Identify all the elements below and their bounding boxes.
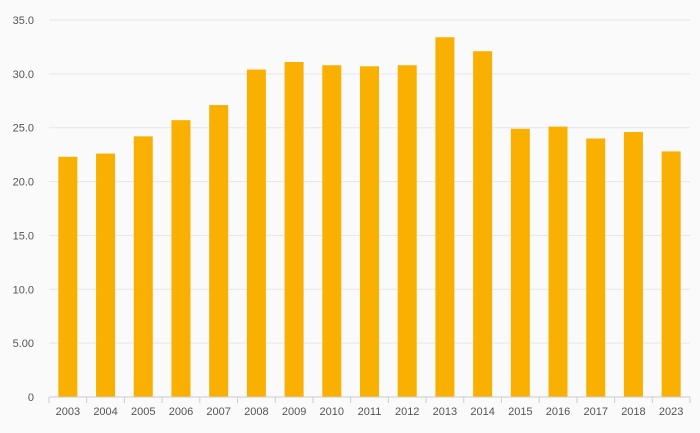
x-tick-label: 2008 [244,406,268,418]
bar-2018 [623,132,643,397]
x-tick-label: 2010 [320,406,344,418]
bar-2014 [473,51,493,397]
x-tick-label: 2015 [508,406,532,418]
x-tick-label: 2012 [395,406,419,418]
x-tick-label: 2023 [659,406,683,418]
y-tick-label: 0 [28,392,34,404]
y-tick-label: 15.0 [13,230,34,242]
y-tick-label: 10.0 [13,284,34,296]
y-tick-label: 25.0 [13,123,34,135]
bar-2013 [435,37,455,398]
y-tick-label: 5.00 [13,338,34,350]
bar-2006 [171,120,191,397]
y-tick-label: 20.0 [13,177,34,189]
bar-2010 [322,65,342,398]
x-tick-label: 2016 [546,406,570,418]
bar-2007 [209,105,229,397]
bar-2005 [133,136,153,397]
x-tick-label: 2011 [358,406,382,418]
x-tick-label: 2018 [621,406,645,418]
bar-2017 [586,138,606,397]
bar-2016 [548,126,568,397]
y-axis-ticks: 0 5.00 10.0 15.0 20.0 25.0 30.0 35.0 [13,15,34,404]
bar-2009 [284,62,304,397]
x-tick-label: 2017 [583,406,607,418]
bar-2015 [510,128,530,397]
bar-2008 [246,69,266,397]
x-tick-label: 2009 [282,406,306,418]
y-tick-label: 30.0 [13,69,34,81]
x-tick-label: 2005 [131,406,155,418]
bar-2003 [58,156,78,397]
x-tick-label: 2003 [56,406,80,418]
bar-2011 [360,66,379,398]
x-tick-label: 2014 [470,406,494,418]
x-axis [48,396,691,403]
x-tick-label: 2004 [93,406,117,418]
x-tick-label: 2006 [169,406,193,418]
x-tick-label: 2013 [433,406,457,418]
bars [58,37,681,398]
bar-2023 [661,151,681,397]
x-axis-ticks: 2003 2004 2005 2006 2007 2008 2009 2010 2011 2012… [56,406,684,418]
bar-2012 [397,65,417,398]
y-tick-label: 35.0 [13,15,34,27]
bar-2004 [96,153,116,397]
x-tick-label: 2007 [206,406,230,418]
